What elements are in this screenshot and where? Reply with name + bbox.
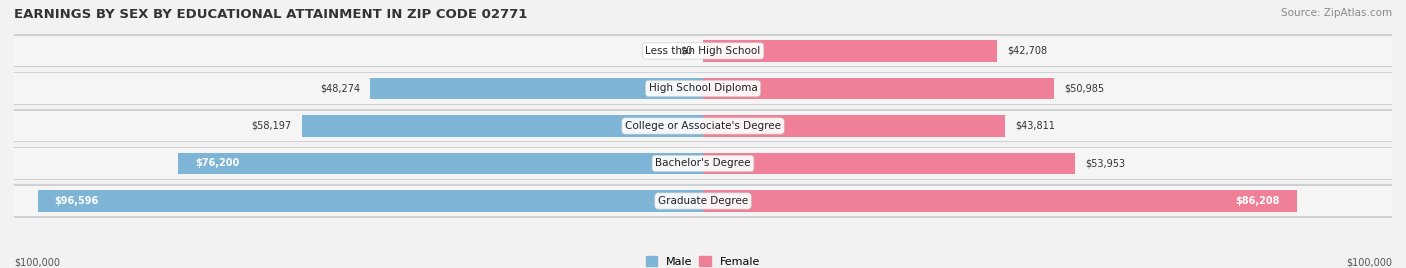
Text: EARNINGS BY SEX BY EDUCATIONAL ATTAINMENT IN ZIP CODE 02771: EARNINGS BY SEX BY EDUCATIONAL ATTAINMEN…	[14, 8, 527, 21]
Bar	[14, 36, 1392, 66]
Legend: Male, Female: Male, Female	[647, 256, 759, 267]
Bar	[14, 184, 1392, 218]
Text: Bachelor's Degree: Bachelor's Degree	[655, 158, 751, 169]
Text: $100,000: $100,000	[1346, 257, 1392, 267]
Bar	[14, 148, 1392, 179]
Text: $42,708: $42,708	[1008, 46, 1047, 56]
Text: $0: $0	[681, 46, 693, 56]
Text: $50,985: $50,985	[1064, 83, 1105, 94]
Bar	[14, 186, 1392, 216]
Bar	[14, 109, 1392, 143]
Bar	[703, 190, 1296, 212]
Text: $100,000: $100,000	[14, 257, 60, 267]
Text: $96,596: $96,596	[55, 196, 98, 206]
Bar	[14, 73, 1392, 104]
Text: College or Associate's Degree: College or Associate's Degree	[626, 121, 780, 131]
Bar	[370, 77, 703, 99]
Bar	[38, 190, 703, 212]
Text: $43,811: $43,811	[1015, 121, 1054, 131]
Bar	[703, 115, 1005, 137]
Text: Less than High School: Less than High School	[645, 46, 761, 56]
Text: $53,953: $53,953	[1085, 158, 1125, 169]
Text: $48,274: $48,274	[321, 83, 360, 94]
Text: Source: ZipAtlas.com: Source: ZipAtlas.com	[1281, 8, 1392, 18]
Bar	[302, 115, 703, 137]
Bar	[14, 72, 1392, 105]
Text: $76,200: $76,200	[195, 158, 239, 169]
Text: Graduate Degree: Graduate Degree	[658, 196, 748, 206]
Bar	[14, 147, 1392, 180]
Bar	[703, 152, 1074, 174]
Text: High School Diploma: High School Diploma	[648, 83, 758, 94]
Bar	[14, 111, 1392, 141]
Bar	[179, 152, 703, 174]
Bar	[14, 34, 1392, 68]
Bar	[703, 77, 1054, 99]
Bar	[703, 40, 997, 62]
Text: $58,197: $58,197	[252, 121, 291, 131]
Text: $86,208: $86,208	[1236, 196, 1279, 206]
